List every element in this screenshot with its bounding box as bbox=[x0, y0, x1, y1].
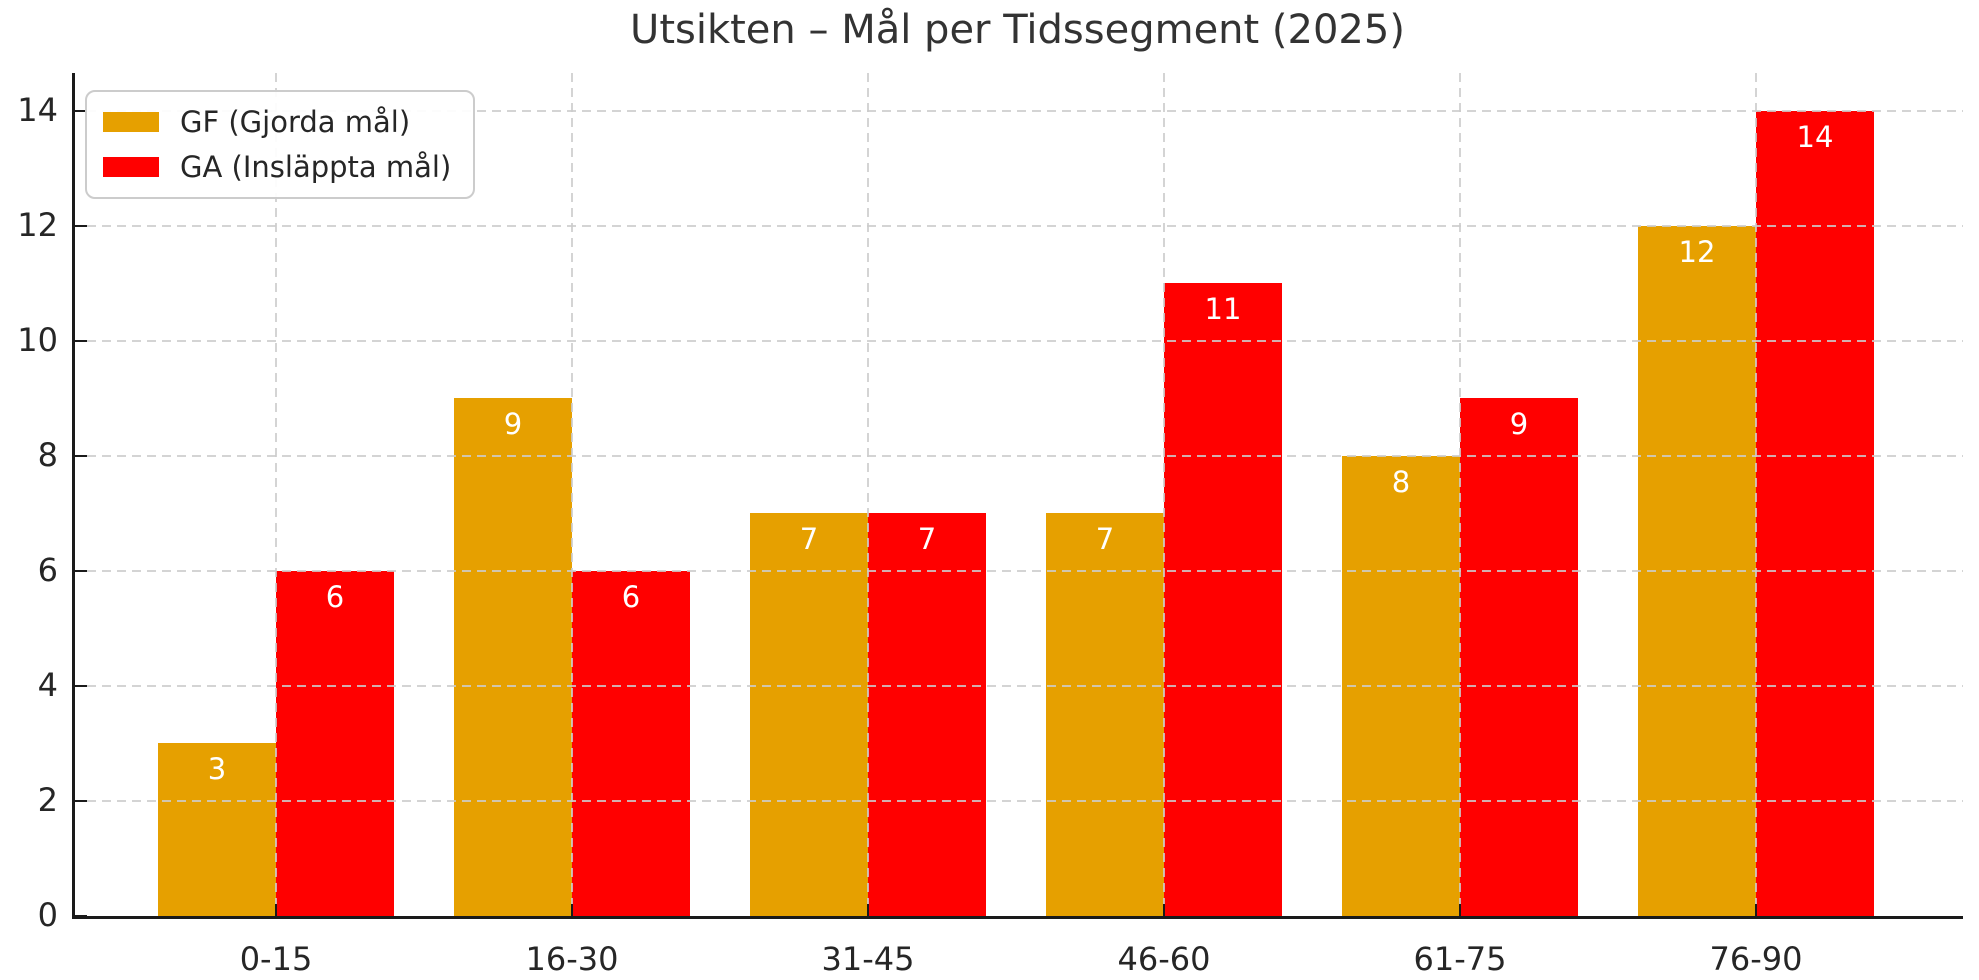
legend-item-gf: GF (Gjorda mål) bbox=[103, 105, 451, 139]
x-tick-label-0-15: 0-15 bbox=[239, 940, 313, 978]
bar-ga-0-15 bbox=[276, 570, 394, 916]
x-tick-label-61-75: 61-75 bbox=[1413, 940, 1507, 978]
y-tick-label-10: 10 bbox=[17, 321, 58, 360]
x-tick-label-76-90: 76-90 bbox=[1709, 940, 1803, 978]
x-tick-label-46-60: 46-60 bbox=[1117, 940, 1211, 978]
bar-gf-16-30 bbox=[454, 398, 572, 916]
bar-value-gf-31-45: 7 bbox=[799, 522, 819, 557]
bar-ga-76-90 bbox=[1756, 110, 1874, 916]
chart-title: Utsikten – Mål per Tidssegment (2025) bbox=[630, 7, 1405, 53]
y-tick-4 bbox=[72, 684, 87, 688]
x-tick-76-90 bbox=[1754, 904, 1758, 919]
bar-value-ga-31-45: 7 bbox=[917, 522, 937, 557]
legend: GF (Gjorda mål) GA (Insläppta mål) bbox=[85, 90, 476, 199]
legend-label-ga: GA (Insläppta mål) bbox=[180, 150, 452, 184]
y-tick-label-14: 14 bbox=[17, 91, 58, 130]
bar-gf-46-60 bbox=[1046, 513, 1164, 916]
legend-swatch-ga-icon bbox=[103, 157, 159, 177]
y-tick-6 bbox=[72, 569, 87, 573]
x-tick-31-45 bbox=[866, 904, 870, 919]
bar-value-ga-46-60: 11 bbox=[1204, 292, 1242, 327]
x-tick-label-16-30: 16-30 bbox=[525, 940, 619, 978]
bar-value-gf-46-60: 7 bbox=[1095, 522, 1115, 557]
legend-label-gf: GF (Gjorda mål) bbox=[180, 105, 411, 139]
x-tick-61-75 bbox=[1458, 904, 1462, 919]
bar-gf-31-45 bbox=[750, 513, 868, 916]
bar-ga-61-75 bbox=[1460, 398, 1578, 916]
bar-value-ga-16-30: 6 bbox=[621, 579, 641, 614]
bar-ga-16-30 bbox=[572, 570, 690, 916]
legend-swatch-gf-icon bbox=[103, 112, 159, 132]
x-tick-0-15 bbox=[274, 904, 278, 919]
y-tick-label-0: 0 bbox=[37, 896, 58, 935]
bar-value-gf-16-30: 9 bbox=[503, 407, 523, 442]
bar-gf-76-90 bbox=[1638, 225, 1756, 916]
legend-item-ga: GA (Insläppta mål) bbox=[103, 150, 451, 184]
bar-value-gf-0-15: 3 bbox=[207, 752, 227, 787]
bar-value-gf-61-75: 8 bbox=[1391, 464, 1411, 499]
bar-gf-61-75 bbox=[1342, 455, 1460, 916]
bar-value-ga-76-90: 14 bbox=[1796, 119, 1834, 154]
y-tick-label-8: 8 bbox=[37, 436, 58, 475]
y-tick-0 bbox=[72, 915, 87, 918]
x-axis-spine bbox=[72, 916, 1963, 919]
bar-value-gf-76-90: 12 bbox=[1678, 234, 1716, 269]
y-axis-spine bbox=[72, 73, 75, 919]
y-tick-12 bbox=[72, 224, 87, 228]
bar-ga-46-60 bbox=[1164, 283, 1282, 916]
bar-gf-0-15 bbox=[158, 743, 276, 916]
x-tick-46-60 bbox=[1162, 904, 1166, 919]
y-tick-8 bbox=[72, 454, 87, 458]
y-tick-label-4: 4 bbox=[37, 666, 58, 705]
y-tick-label-12: 12 bbox=[17, 206, 58, 245]
x-tick-16-30 bbox=[570, 904, 574, 919]
y-tick-2 bbox=[72, 799, 87, 803]
x-tick-label-31-45: 31-45 bbox=[821, 940, 915, 978]
y-tick-label-6: 6 bbox=[37, 551, 58, 590]
bar-ga-31-45 bbox=[868, 513, 986, 916]
bar-value-ga-61-75: 9 bbox=[1509, 407, 1529, 442]
y-tick-10 bbox=[72, 339, 87, 343]
bar-value-ga-0-15: 6 bbox=[325, 579, 345, 614]
y-tick-label-2: 2 bbox=[37, 781, 58, 820]
y-tick-14 bbox=[72, 109, 87, 113]
